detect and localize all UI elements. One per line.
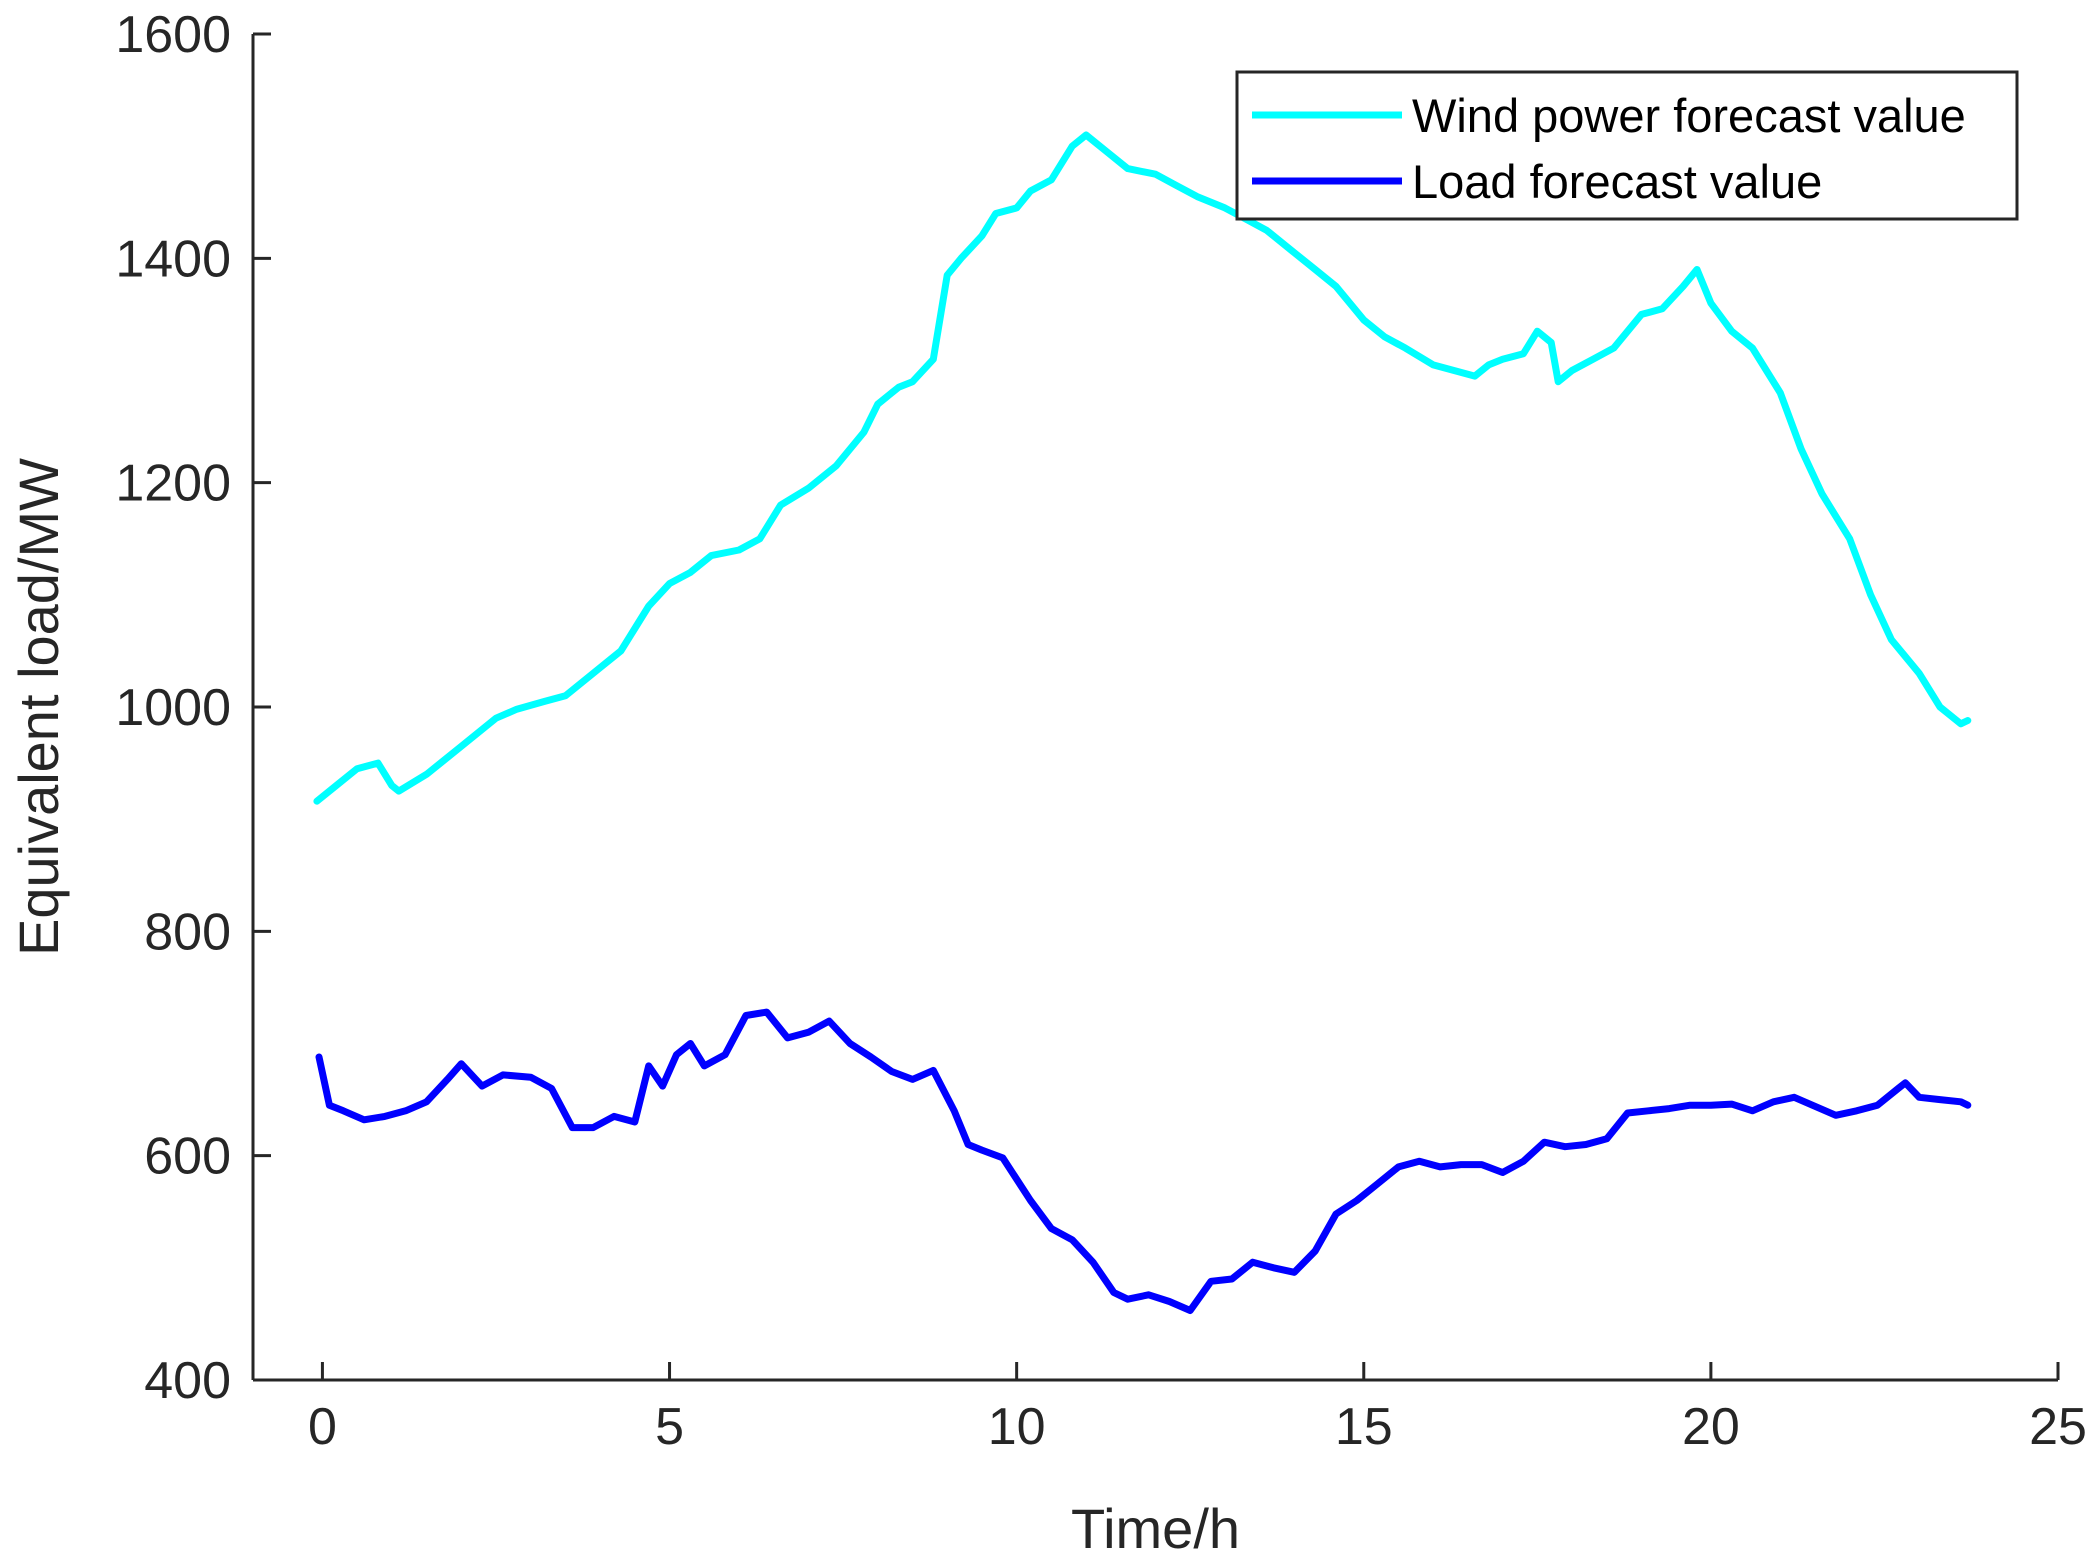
x-tick-label-2: 10 — [988, 1398, 1046, 1456]
x-axis-title: Time/h — [1071, 1497, 1240, 1560]
legend-box — [1235, 70, 2019, 221]
x-tick-label-1: 5 — [655, 1398, 684, 1456]
y-tick-label-6: 1600 — [115, 6, 231, 64]
x-tick-label-5: 25 — [2029, 1398, 2087, 1456]
y-tick-label-4: 1200 — [115, 455, 231, 513]
x-tick-label-0: 0 — [308, 1398, 337, 1456]
legend-label-0: Wind power forecast value — [1412, 89, 1966, 142]
y-axis-title: Equivalent load/MW — [7, 458, 70, 956]
y-tick-label-1: 600 — [144, 1128, 231, 1186]
y-tick-label-5: 1400 — [115, 230, 231, 288]
x-tick-label-3: 15 — [1335, 1398, 1393, 1456]
series-line-1 — [315, 1008, 1972, 1314]
legend-label-1: Load forecast value — [1412, 155, 1822, 208]
series-lines — [313, 131, 1972, 1314]
y-tick-label-3: 1000 — [115, 679, 231, 737]
y-tick-label-0: 400 — [144, 1352, 231, 1410]
ticks: 0 5 10 15 20 25 400 600 800 1000 1200 1400 1600 — [115, 6, 2087, 1456]
legend: Wind power forecast value Load forecast v… — [1235, 70, 2019, 221]
x-tick-label-4: 20 — [1682, 1398, 1740, 1456]
y-tick-label-2: 800 — [144, 903, 231, 961]
series-line-0 — [313, 131, 1972, 805]
